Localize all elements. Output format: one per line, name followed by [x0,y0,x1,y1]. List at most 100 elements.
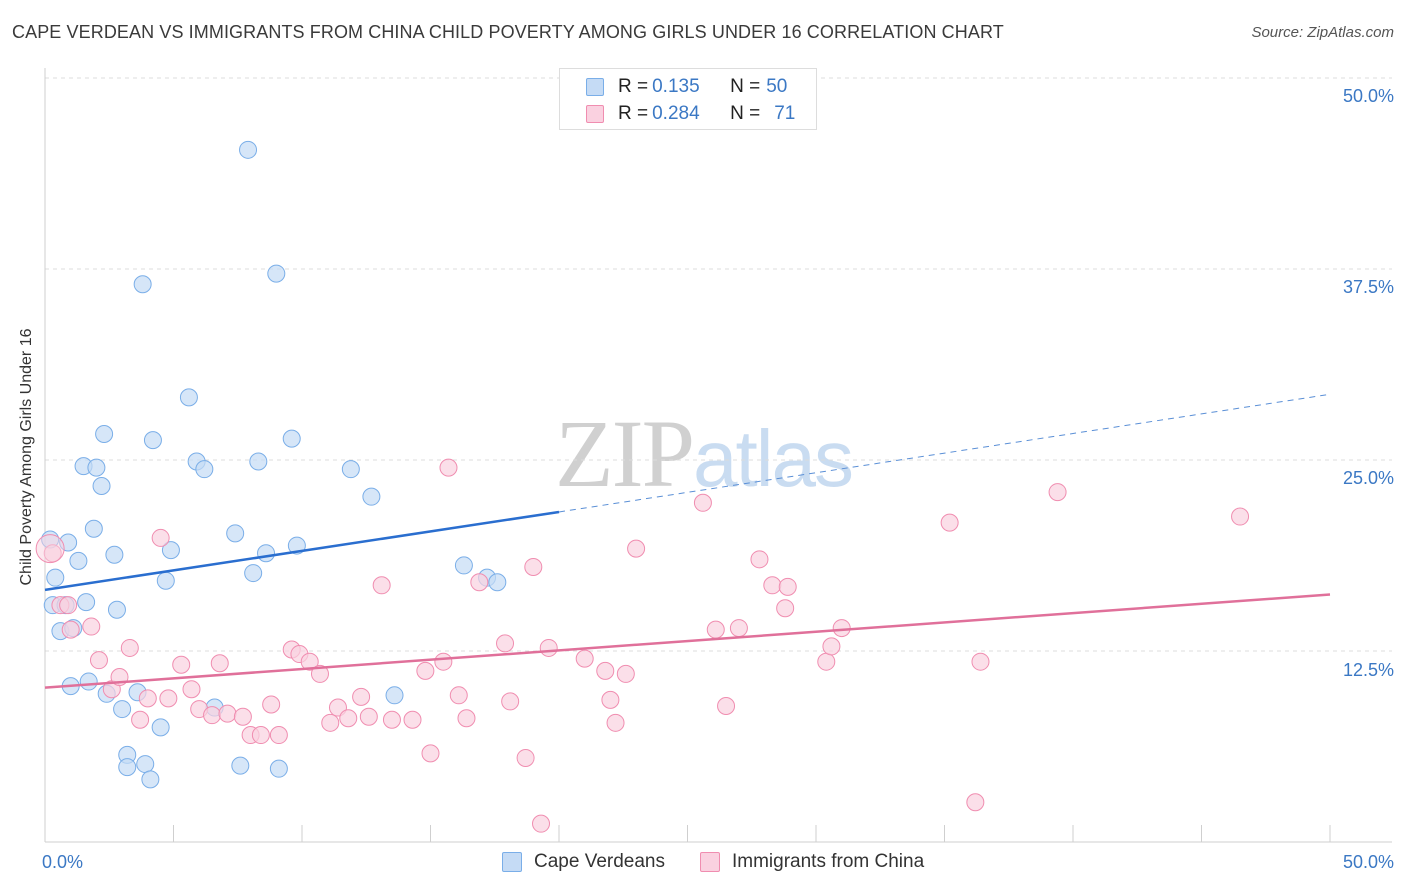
point-immigrant-china [434,652,453,671]
point-immigrant-china [131,710,150,729]
legend-swatch-blue [586,78,604,96]
y-tick-label: 37.5% [1342,277,1394,297]
point-cape-verdean [362,487,381,506]
y-axis-label: Child Poverty Among Girls Under 16 [18,328,35,586]
legend-r-value: 0.135 [652,76,700,97]
point-cape-verdean [385,686,404,705]
point-cape-verdean [77,593,96,612]
legend-item-cape-verdeans: Cape Verdeans [502,851,665,873]
trend-line-cape-verdeans-extension [558,393,1331,513]
point-immigrant-china [539,638,558,657]
point-immigrant-china [233,707,252,726]
point-immigrant-china [439,458,458,477]
point-immigrant-china [403,710,422,729]
trend-line-immigrants-china [44,593,1331,689]
point-immigrant-china [359,707,378,726]
point-immigrant-china [940,513,959,532]
point-cape-verdean [87,458,106,477]
point-immigrant-china [262,695,281,714]
legend-swatch-pink [700,852,720,872]
x-tick-label: 50.0% [1342,852,1394,872]
y-tick-label: 25.0% [1342,468,1394,488]
point-immigrant-china [151,528,170,547]
grid-lines [45,77,1392,652]
point-immigrant-china [616,664,635,683]
point-cape-verdean [179,388,198,407]
point-cape-verdean [195,460,214,479]
correlation-legend: R = 0.135 N = 50 R = 0.284 N = 71 [559,68,817,130]
legend-swatch-blue [502,852,522,872]
trend-line-cape-verdeans [44,510,560,592]
point-cape-verdean [244,564,263,583]
point-immigrant-china [352,687,371,706]
point-cape-verdean [282,429,301,448]
point-cape-verdean [231,756,250,775]
point-immigrant-china [496,634,515,653]
y-tick-label: 12.5% [1342,660,1394,680]
point-immigrant-china [182,680,201,699]
point-immigrant-china [300,652,319,671]
point-cape-verdean [341,460,360,479]
point-cape-verdean [257,544,276,563]
legend-row-immigrants-china: R = 0.284 N = 71 [586,102,795,126]
point-immigrant-china [516,748,535,767]
point-immigrant-china [750,550,769,569]
point-immigrant-china [310,664,329,683]
point-cape-verdean [113,700,132,719]
point-immigrant-china [532,814,551,833]
point-cape-verdean [95,425,114,444]
point-immigrant-china [627,539,646,558]
legend-n-label: N = [730,103,761,124]
point-immigrant-china [575,649,594,668]
point-immigrant-china [822,637,841,656]
point-immigrant-china [59,596,78,615]
source-label: Source: ZipAtlas.com [1251,24,1394,41]
point-immigrant-china [218,704,237,723]
point-immigrant-china [421,744,440,763]
point-immigrant-china [971,652,990,671]
point-cape-verdean [143,431,162,450]
point-immigrant-china [89,651,108,670]
legend-item-immigrants-china: Immigrants from China [700,851,924,873]
point-cape-verdean [156,571,175,590]
point-immigrant-china [203,706,222,725]
point-cape-verdean [249,452,268,471]
legend-r-label: R = [618,103,649,124]
legend-r-value: 0.284 [652,103,700,124]
point-immigrant-china [449,686,468,705]
point-cape-verdean [226,524,245,543]
point-immigrant-china [763,576,782,595]
point-immigrant-china [501,692,520,711]
point-cape-verdean [107,600,126,619]
point-cape-verdean [133,275,152,294]
legend-row-cape-verdeans: R = 0.135 N = 50 [586,75,787,99]
point-immigrant-china [172,655,191,674]
point-cape-verdean [141,770,160,789]
point-immigrant-china [416,661,435,680]
trend-lines [44,393,1331,689]
point-cape-verdean [151,718,170,737]
point-cape-verdean [92,476,111,495]
point-cape-verdean [239,140,258,159]
point-immigrant-china [61,620,80,639]
legend-swatch-pink [586,105,604,123]
point-immigrant-china [817,652,836,671]
point-immigrant-china [457,709,476,728]
x-tick-label: 0.0% [42,852,84,872]
point-immigrant-china [1231,507,1250,526]
y-tick-label: 50.0% [1342,86,1394,106]
point-immigrant-china [35,534,65,564]
series-legend: Cape Verdeans Immigrants from China [0,851,1406,877]
point-immigrant-china [210,654,229,673]
point-immigrant-china [138,689,157,708]
point-immigrant-china [470,573,489,592]
point-immigrant-china [372,576,391,595]
data-points [35,140,1250,833]
legend-n-value: 71 [774,103,796,124]
point-cape-verdean [488,573,507,592]
point-immigrant-china [776,599,795,618]
point-immigrant-china [82,617,101,636]
point-immigrant-china [1048,483,1067,502]
legend-n-value: 50 [766,76,788,97]
